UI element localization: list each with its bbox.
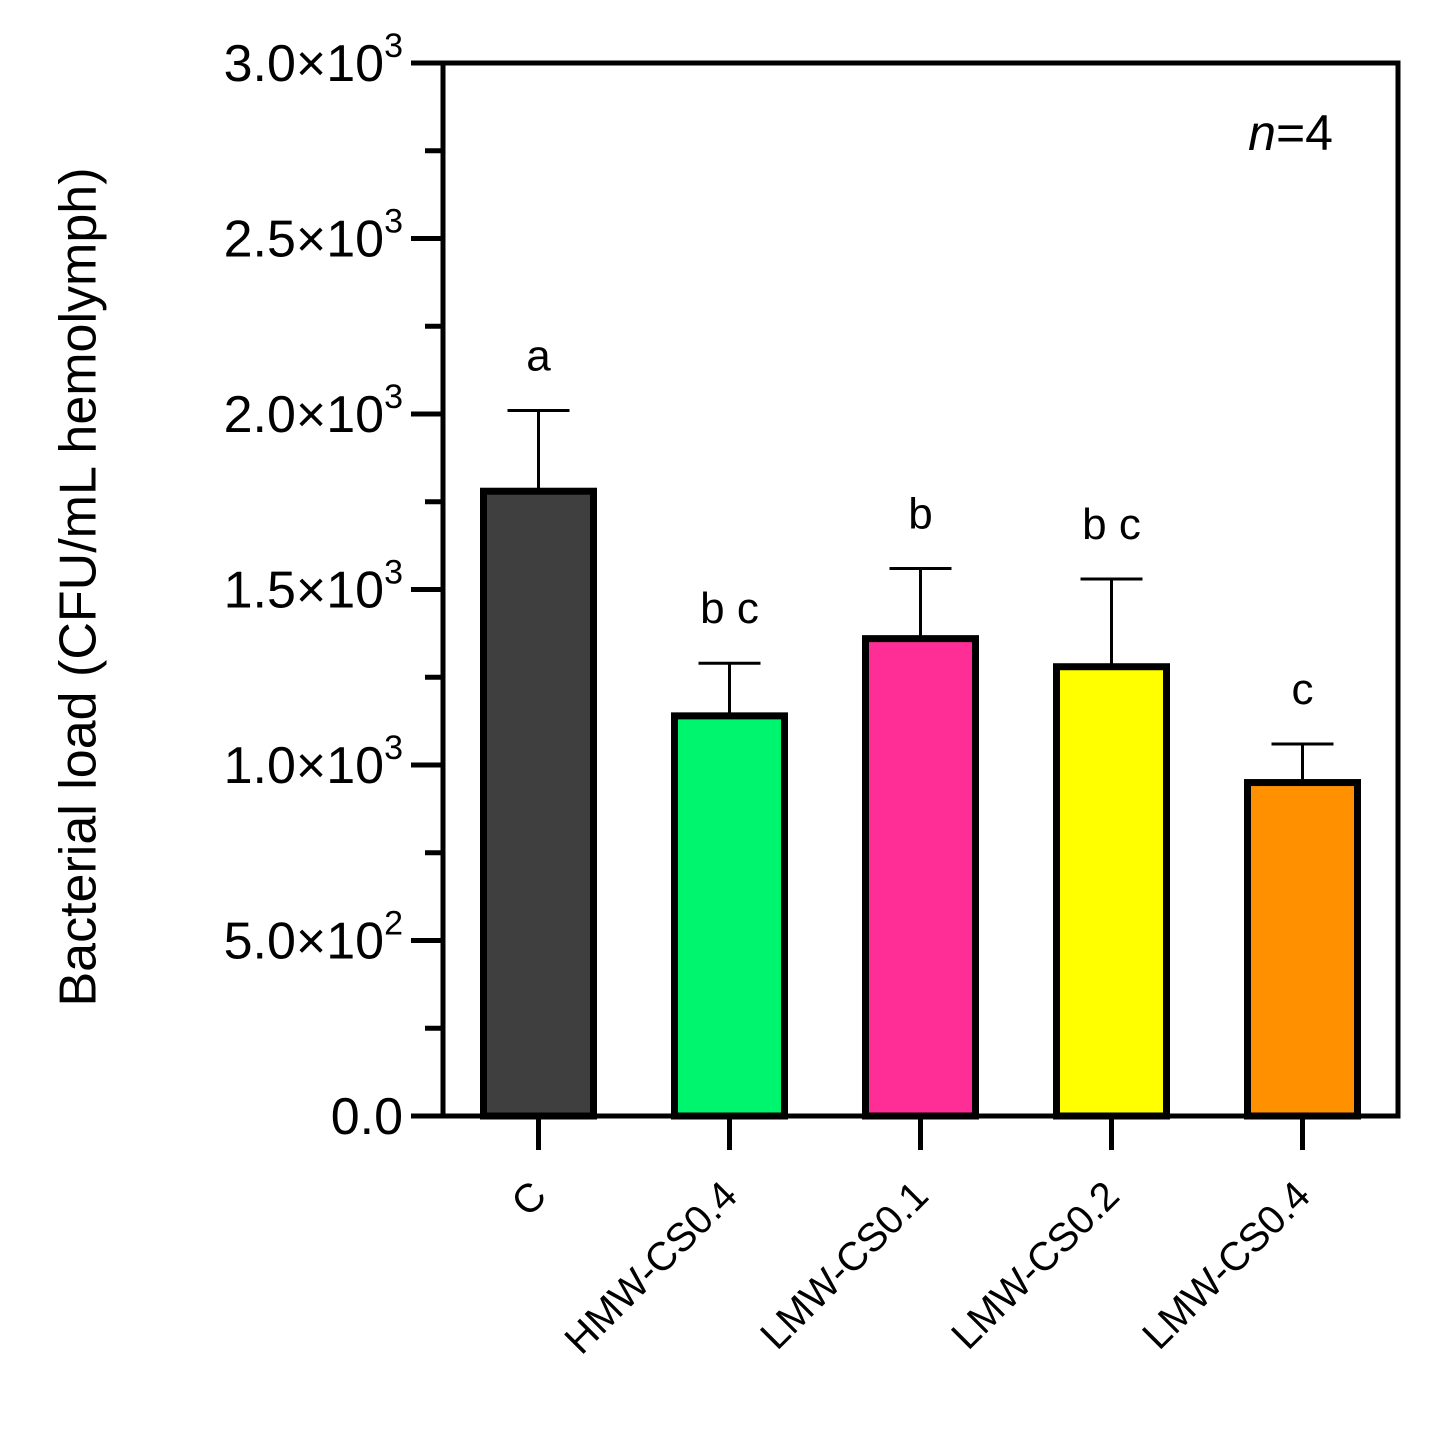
y-axis-title: Bacterial load (CFU/mL hemolymph) bbox=[50, 167, 108, 1006]
y-tick-mantissa: 0.0 bbox=[331, 1088, 403, 1146]
significance-label: c bbox=[1292, 665, 1314, 714]
y-tick-exponent: 3 bbox=[384, 203, 403, 241]
y-tick-mantissa: 5.0×10 bbox=[224, 913, 385, 971]
significance-label: b c bbox=[700, 584, 759, 633]
y-tick-mantissa: 2.0×10 bbox=[224, 386, 385, 444]
sample-size-annotation: n=4 bbox=[1248, 105, 1333, 161]
y-tick-mantissa: 1.0×10 bbox=[224, 737, 385, 795]
significance-label: b bbox=[908, 489, 932, 538]
x-tick-label: LMW-CS0.2 bbox=[943, 1173, 1128, 1358]
y-tick-mantissa: 1.5×10 bbox=[224, 562, 385, 620]
y-tick-mantissa: 3.0×10 bbox=[224, 35, 385, 93]
x-tick-label: LMW-CS0.1 bbox=[752, 1173, 937, 1358]
y-tick-mantissa: 2.5×10 bbox=[224, 211, 385, 269]
y-tick-exponent: 3 bbox=[384, 27, 403, 65]
significance-label: a bbox=[526, 331, 551, 380]
y-tick-exponent: 3 bbox=[384, 378, 403, 416]
y-tick-label: 1.5×103 bbox=[224, 554, 403, 620]
y-tick-label: 2.0×103 bbox=[224, 378, 403, 444]
plot-area: a Cb c HMW-CS0.4 b LMW-CS0.1 b c LMW-CS0.2 c LMW… bbox=[224, 27, 1401, 1363]
y-tick-label: 5.0×102 bbox=[224, 905, 403, 971]
x-tick-label: HMW-CS0.4 bbox=[557, 1173, 746, 1362]
sample-size-symbol: n bbox=[1248, 105, 1276, 161]
x-tick-label: C bbox=[503, 1173, 555, 1225]
y-tick-exponent: 2 bbox=[384, 905, 403, 943]
sample-size-value: =4 bbox=[1276, 105, 1333, 161]
bar bbox=[1244, 779, 1361, 1120]
y-tick-exponent: 3 bbox=[384, 554, 403, 592]
y-tick-label: 1.0×103 bbox=[224, 729, 403, 795]
significance-label: b c bbox=[1082, 500, 1141, 549]
y-tick-label: 2.5×103 bbox=[224, 203, 403, 269]
y-tick-exponent: 3 bbox=[384, 729, 403, 767]
bar bbox=[671, 712, 788, 1120]
y-tick-label: 0.0 bbox=[331, 1088, 403, 1146]
bar bbox=[480, 487, 597, 1120]
bar bbox=[862, 635, 979, 1120]
bar bbox=[1053, 663, 1170, 1120]
x-tick-label: LMW-CS0.4 bbox=[1134, 1173, 1319, 1358]
y-tick-label: 3.0×103 bbox=[224, 27, 403, 93]
